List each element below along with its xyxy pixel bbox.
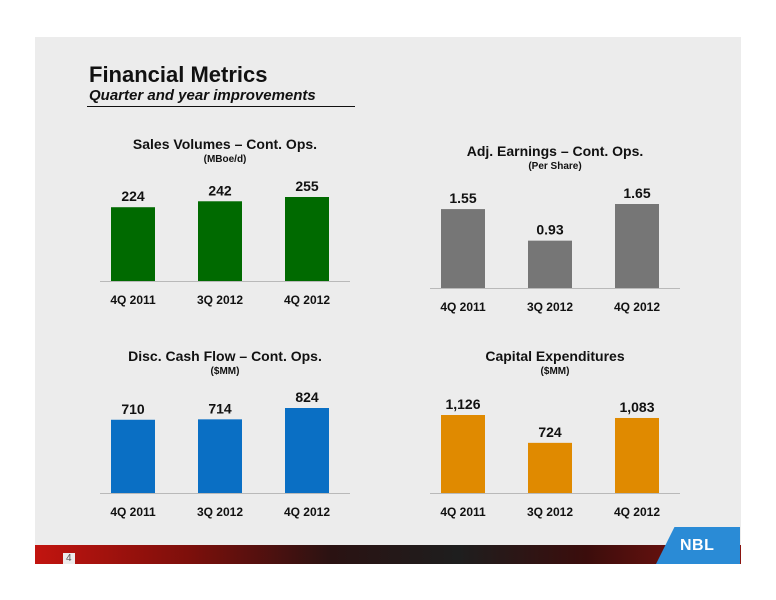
bar [615,204,659,288]
chart-sales-volumes: Sales Volumes – Cont. Ops. (MBoe/d) 224 4… [100,136,350,316]
data-label: 1.55 [449,190,476,206]
bar [441,209,485,288]
x-tick-label: 3Q 2012 [197,505,243,519]
chart-unit: (Per Share) [528,161,582,172]
data-label: 255 [295,178,319,194]
x-tick-label: 3Q 2012 [527,505,573,519]
bar [441,415,485,493]
x-tick-label: 4Q 2012 [284,505,330,519]
data-label: 224 [121,188,145,204]
chart-title: Disc. Cash Flow – Cont. Ops. [128,348,322,364]
chart-unit: (MBoe/d) [203,154,247,165]
chart-disc-cash-flow: Disc. Cash Flow – Cont. Ops. ($MM) 710 4Q… [100,348,350,528]
data-label: 1,126 [445,396,480,412]
chart-plot: 1.55 4Q 2011 0.93 3Q 2012 1.65 4Q 2012 [430,185,680,314]
bar [528,240,572,288]
chart-capital-expenditures: Capital Expenditures ($MM) 1,126 4Q 2011 7… [430,348,680,528]
bar [285,197,329,281]
nbl-logo-text: NBL [680,537,715,554]
bar [615,417,659,493]
data-label: 724 [538,424,562,440]
x-tick-label: 4Q 2011 [110,293,156,307]
data-label: 242 [208,182,232,198]
x-tick-label: 4Q 2011 [440,300,486,314]
chart-unit: ($MM) [210,366,240,377]
bar [198,419,242,493]
chart-title: Capital Expenditures [485,348,625,364]
title-underline [87,106,355,107]
data-label: 1.65 [623,185,650,201]
bar [198,201,242,281]
x-tick-label: 3Q 2012 [197,293,243,307]
bar [111,419,155,493]
x-tick-label: 3Q 2012 [527,300,573,314]
page-title: Financial Metrics [89,62,268,87]
x-tick-label: 4Q 2012 [614,300,660,314]
data-label: 714 [208,400,232,416]
data-label: 0.93 [536,222,563,238]
bar [285,408,329,493]
x-tick-label: 4Q 2011 [440,505,486,519]
chart-adj-earnings: Adj. Earnings – Cont. Ops. (Per Share) 1… [430,143,680,323]
chart-plot: 224 4Q 2011 242 3Q 2012 255 4Q 2012 [100,178,350,307]
page-subtitle: Quarter and year improvements [89,87,316,104]
footer-bar [35,545,741,564]
data-label: 824 [295,389,319,405]
data-label: 1,083 [619,399,654,415]
chart-title: Sales Volumes – Cont. Ops. [132,136,318,152]
bar [528,442,572,493]
chart-title: Adj. Earnings – Cont. Ops. [466,143,644,159]
bar [111,207,155,281]
page-number: 4 [63,553,75,564]
data-label: 710 [121,401,145,417]
x-tick-label: 4Q 2011 [110,505,156,519]
chart-plot: 1,126 4Q 2011 724 3Q 2012 1,083 4Q 2012 [430,396,680,519]
chart-plot: 710 4Q 2011 714 3Q 2012 824 4Q 2012 [100,389,350,519]
chart-unit: ($MM) [540,366,570,377]
x-tick-label: 4Q 2012 [284,293,330,307]
x-tick-label: 4Q 2012 [614,505,660,519]
